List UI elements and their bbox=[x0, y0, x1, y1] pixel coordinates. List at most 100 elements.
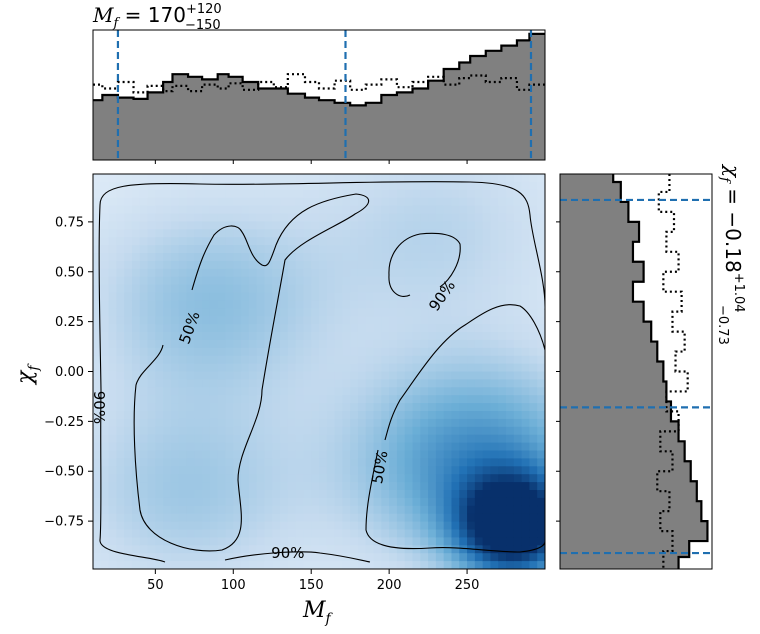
heatmap-cell bbox=[334, 253, 343, 262]
heatmap-cell bbox=[194, 395, 203, 404]
heatmap-cell bbox=[357, 308, 367, 317]
heatmap-cell bbox=[194, 458, 203, 467]
heatmap-cell bbox=[248, 553, 258, 562]
heatmap-cell bbox=[241, 497, 250, 507]
heatmap-cell bbox=[209, 197, 219, 207]
heatmap-cell bbox=[280, 363, 289, 373]
heatmap-cell bbox=[194, 221, 203, 230]
heatmap-cell bbox=[163, 553, 172, 562]
heatmap-cell bbox=[342, 561, 351, 569]
heatmap-cell bbox=[139, 379, 149, 388]
heatmap-cell bbox=[178, 450, 188, 459]
x-axis-label-main: M bbox=[302, 598, 326, 623]
heatmap-cell bbox=[93, 324, 102, 333]
heatmap-cell bbox=[233, 213, 242, 222]
heatmap-cell bbox=[506, 545, 515, 554]
heatmap-cell bbox=[295, 347, 305, 357]
heatmap-cell bbox=[248, 268, 258, 278]
heatmap-cell bbox=[467, 229, 476, 238]
heatmap-cell bbox=[521, 276, 531, 286]
heatmap-cell bbox=[319, 545, 328, 554]
heatmap-cell bbox=[178, 181, 188, 191]
heatmap-cell bbox=[108, 434, 117, 444]
heatmap-cell bbox=[389, 253, 398, 262]
heatmap-cell bbox=[163, 197, 172, 207]
heatmap-cell bbox=[108, 300, 117, 309]
heatmap-cell bbox=[170, 442, 180, 452]
heatmap-cell bbox=[272, 253, 281, 262]
heatmap-cell bbox=[404, 529, 414, 538]
heatmap-cell bbox=[428, 363, 437, 373]
heatmap-cell bbox=[490, 545, 499, 554]
heatmap-cell bbox=[233, 521, 242, 531]
heatmap-cell bbox=[272, 561, 281, 569]
heatmap-cell bbox=[280, 347, 289, 357]
heatmap-cell bbox=[256, 490, 266, 499]
heatmap-cell bbox=[389, 221, 398, 230]
heatmap-cell bbox=[498, 505, 507, 515]
heatmap-cell bbox=[435, 197, 445, 207]
heatmap-cell bbox=[506, 521, 515, 531]
heatmap-cell bbox=[537, 497, 545, 507]
heatmap-cell bbox=[467, 505, 476, 515]
heatmap-cell bbox=[459, 181, 468, 191]
heatmap-cell bbox=[506, 490, 515, 499]
heatmap-cell bbox=[381, 466, 390, 475]
heatmap-cell bbox=[116, 308, 125, 317]
heatmap-cell bbox=[194, 205, 203, 215]
heatmap-cell bbox=[147, 213, 156, 222]
heatmap-cell bbox=[459, 324, 468, 333]
heatmap-cell bbox=[365, 260, 375, 270]
heatmap-cell bbox=[342, 355, 351, 365]
heatmap-cell bbox=[357, 363, 367, 373]
heatmap-cell bbox=[108, 174, 117, 183]
heatmap-cell bbox=[513, 324, 523, 333]
heatmap-cell bbox=[170, 561, 180, 569]
heatmap-cell bbox=[513, 553, 523, 562]
heatmap-cell bbox=[311, 411, 320, 420]
heatmap-cell bbox=[342, 482, 351, 491]
heatmap-cell bbox=[373, 497, 382, 507]
heatmap-cell bbox=[435, 418, 445, 428]
heatmap-cell bbox=[319, 521, 328, 531]
heatmap-cell bbox=[506, 221, 515, 230]
heatmap-cell bbox=[474, 505, 484, 515]
heatmap-cell bbox=[428, 497, 437, 507]
heatmap-cell bbox=[93, 245, 102, 254]
heatmap-cell bbox=[396, 229, 406, 238]
heatmap-cell bbox=[334, 442, 343, 452]
heatmap-cell bbox=[186, 411, 195, 420]
heatmap-cell bbox=[357, 561, 367, 569]
heatmap-cell bbox=[178, 505, 188, 515]
heatmap-cell bbox=[178, 332, 188, 341]
heatmap-cell bbox=[311, 300, 320, 309]
heatmap-cell bbox=[178, 229, 188, 238]
heatmap-cell bbox=[428, 395, 437, 404]
heatmap-cell bbox=[319, 276, 328, 286]
heatmap-cell bbox=[529, 513, 538, 523]
heatmap-cell bbox=[202, 205, 211, 215]
heatmap-cell bbox=[124, 561, 133, 569]
heatmap-cell bbox=[482, 229, 492, 238]
heatmap-cell bbox=[202, 268, 211, 278]
heatmap-cell bbox=[537, 245, 545, 254]
heatmap-cell bbox=[272, 474, 281, 483]
heatmap-cell bbox=[342, 284, 351, 294]
heatmap-cell bbox=[264, 205, 273, 215]
heatmap-cell bbox=[482, 339, 492, 349]
heatmap-cell bbox=[178, 411, 188, 420]
right-marginal-panel bbox=[560, 174, 712, 569]
heatmap-cell bbox=[537, 339, 545, 349]
heatmap-cell bbox=[163, 260, 172, 270]
heatmap-cell bbox=[474, 553, 484, 562]
heatmap-cell bbox=[93, 300, 102, 309]
top-title-minus: −150 bbox=[185, 18, 221, 33]
heatmap-cell bbox=[443, 253, 453, 262]
heatmap-cell bbox=[209, 537, 219, 546]
heatmap-cell bbox=[256, 497, 266, 507]
heatmap-cell bbox=[498, 450, 507, 459]
heatmap-cell bbox=[131, 181, 141, 191]
heatmap-cell bbox=[256, 197, 266, 207]
heatmap-cell bbox=[373, 197, 382, 207]
heatmap-cell bbox=[295, 418, 305, 428]
